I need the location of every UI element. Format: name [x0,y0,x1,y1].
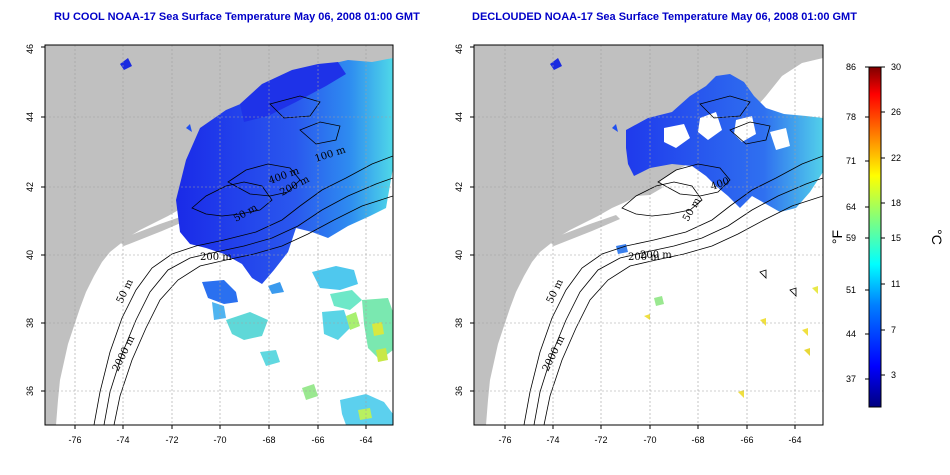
colorbar-f-tick: 71 [846,156,856,166]
left-land-mass [45,45,393,425]
colorbar-c-tick: 15 [891,233,901,243]
right-y-tick-label: 42 [454,182,464,192]
colorbar-c-tick: 3 [891,370,896,380]
colorbar-f-tick: 37 [846,374,856,384]
right-sst-field [550,58,823,398]
left-map-border [44,44,394,426]
colorbar-f-tick: 86 [846,62,856,72]
left-x-tick-label: -68 [262,435,275,445]
left-x-tick-label: -72 [165,435,178,445]
right-map-border [473,44,824,426]
left-y-tick-label: 44 [25,112,35,122]
right-x-tick-label: -76 [498,435,511,445]
right-y-tick-label: 38 [454,318,464,328]
sst-colorbar: 86 78 71 64 59 51 44 37 30 26 22 18 15 1… [829,62,945,408]
right-y-tick-label: 44 [454,112,464,122]
right-panel-title: DECLOUDED NOAA-17 Sea Surface Temperatur… [472,11,857,23]
right-cape-cod [636,180,662,196]
colorbar-c-tick: 18 [891,198,901,208]
right-x-tick-label: -72 [594,435,607,445]
right-y-tick-label: 36 [454,386,464,396]
colorbar-c-tick: 7 [891,325,896,335]
left-grid [45,45,393,425]
left-map-panel: -76 -74 -72 -70 -68 -66 -64 36 38 40 42 … [25,44,394,445]
left-x-tick-label: -76 [68,435,81,445]
colorbar-c-tick: 22 [891,153,901,163]
right-long-island [548,215,620,246]
left-contour-label: 200 m [200,252,232,263]
left-y-tick-label: 38 [25,318,35,328]
right-contour-label: 200 m [628,252,660,263]
left-y-tick-label: 36 [25,386,35,396]
left-y-tick-label: 46 [25,44,35,54]
left-x-tick-label: -64 [359,435,372,445]
left-sst-field [120,58,393,425]
right-map-panel: -76 -74 -72 -70 -68 -66 -64 36 38 40 42 … [454,44,824,445]
colorbar-c-tick: 30 [891,62,901,72]
right-bathymetry-contours [523,95,823,425]
right-y-tick-label: 46 [454,44,464,54]
left-x-tick-label: -74 [116,435,129,445]
colorbar-f-tick: 44 [846,329,856,339]
colorbar-f-tick: 51 [846,285,856,295]
right-y-tick-label: 40 [454,250,464,260]
right-contour-label: 200 m [640,250,672,261]
colorbar-c-tick: 26 [891,107,901,117]
right-x-tick-label: -74 [546,435,559,445]
right-x-tick-label: -66 [740,435,753,445]
colorbar-fahrenheit-unit: °F [829,230,845,244]
left-x-tick-label: -66 [311,435,324,445]
left-y-tick-label: 42 [25,182,35,192]
colorbar-celsius-unit: °C [929,229,945,245]
right-x-tick-label: -70 [643,435,656,445]
left-bathymetry-contours [93,95,393,425]
colorbar-c-tick: 11 [891,279,900,289]
colorbar-f-tick: 64 [846,202,856,212]
right-x-tick-label: -68 [691,435,704,445]
right-grid [474,45,823,425]
left-y-tick-label: 40 [25,250,35,260]
left-panel-title: RU COOL NOAA-17 Sea Surface Temperature … [54,11,420,23]
right-x-tick-label: -64 [788,435,801,445]
colorbar-f-tick: 59 [846,233,856,243]
colorbar-gradient [868,66,882,408]
left-x-tick-label: -70 [213,435,226,445]
colorbar-f-tick: 78 [846,112,856,122]
right-land-mass [474,45,823,425]
